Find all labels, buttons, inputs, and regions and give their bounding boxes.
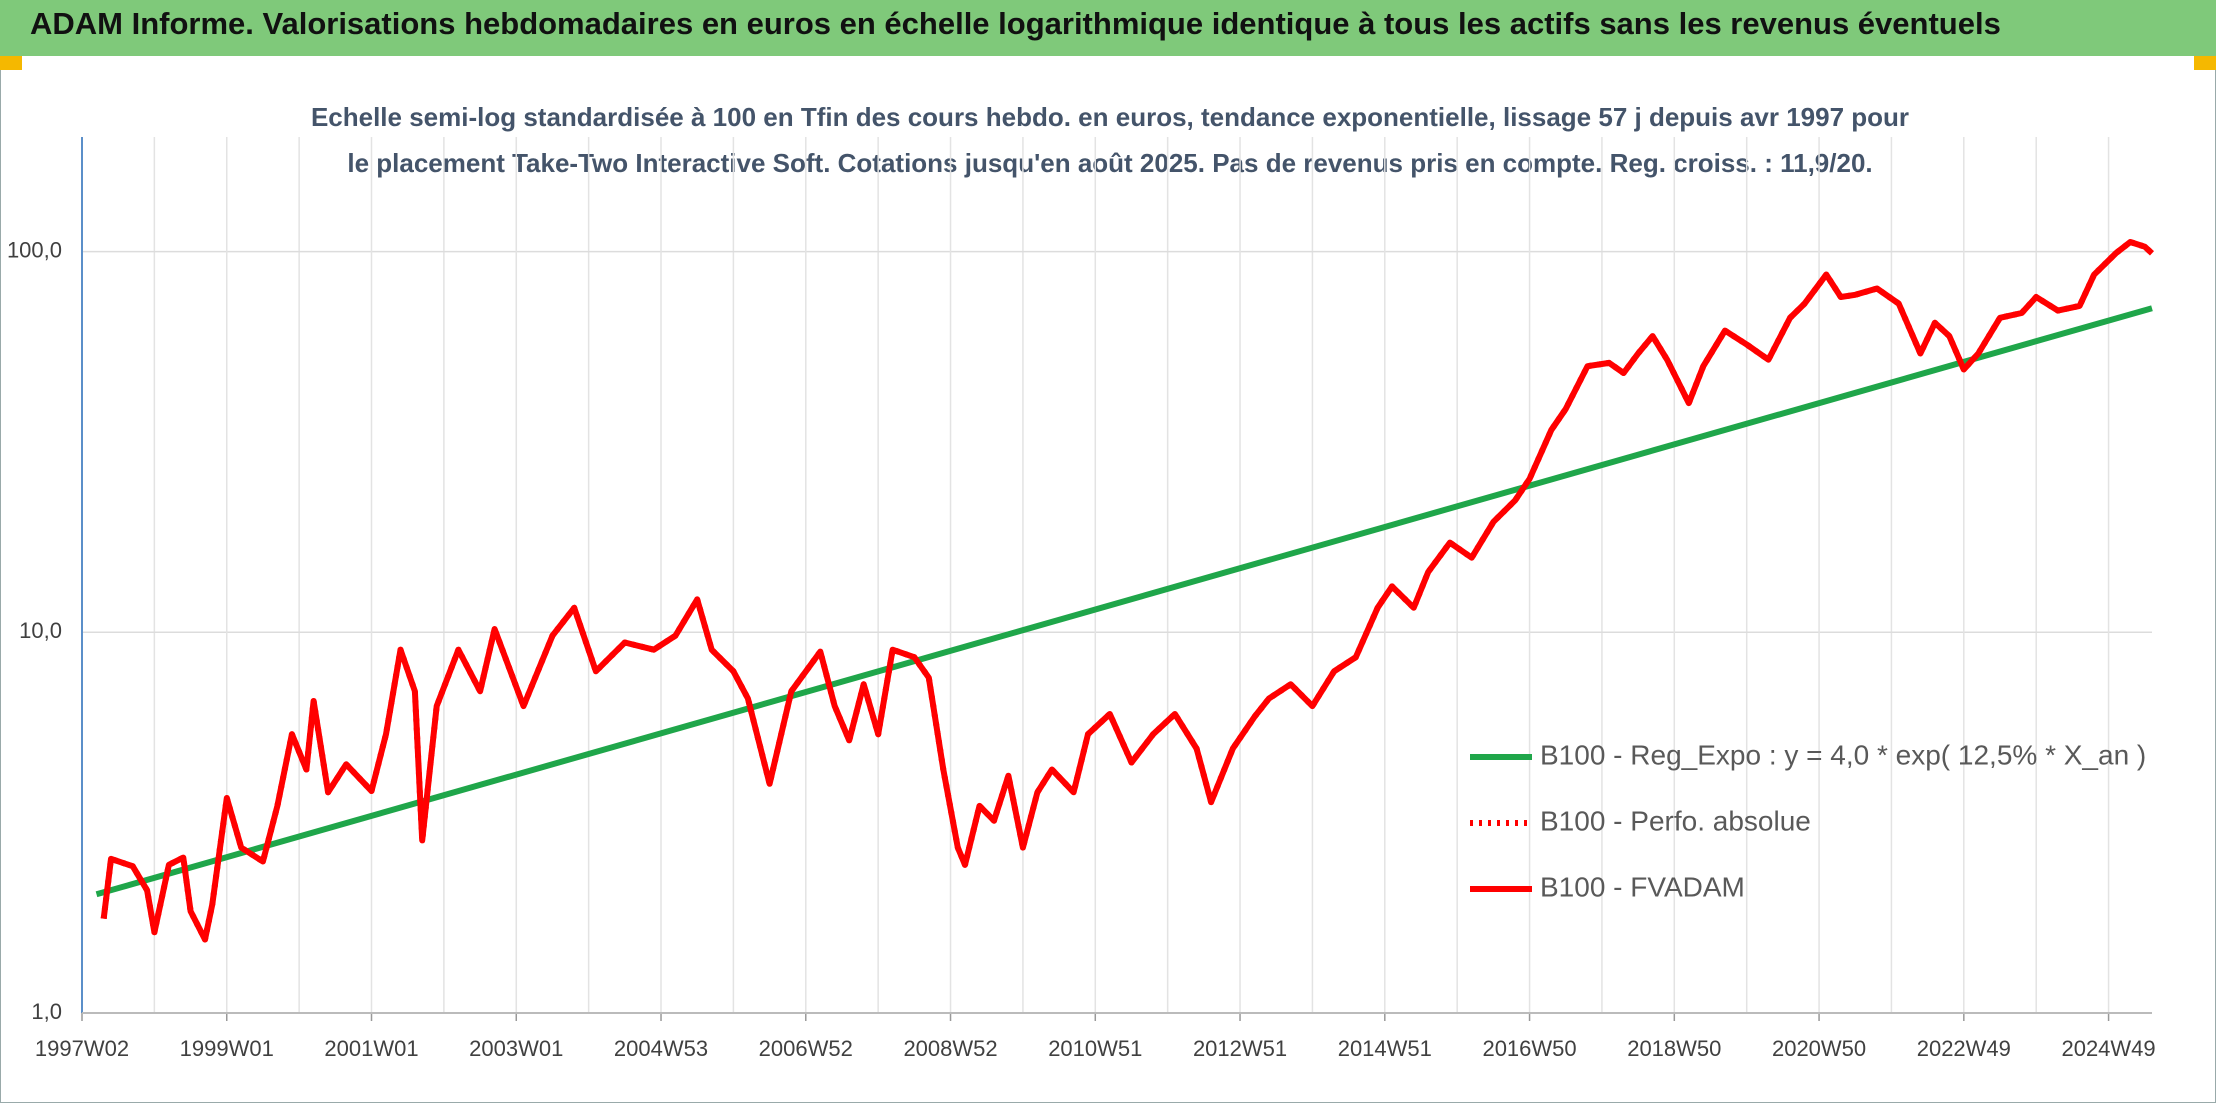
series-line bbox=[100, 239, 2155, 943]
x-tick-label: 2024W49 bbox=[2061, 1036, 2155, 1061]
x-tick-label: 1997W02 bbox=[35, 1036, 129, 1061]
x-tick-label: 2004W53 bbox=[614, 1036, 708, 1061]
corner bbox=[2194, 56, 2216, 70]
y-tick-label: 100,0 bbox=[7, 237, 62, 262]
title-bar bbox=[0, 0, 2216, 56]
x-tick-label: 2020W50 bbox=[1772, 1036, 1866, 1061]
x-tick-label: 2001W01 bbox=[324, 1036, 418, 1061]
x-tick-label: 2003W01 bbox=[469, 1036, 563, 1061]
chart-subtitle: Echelle semi-log standardisée à 100 en T… bbox=[310, 102, 1910, 178]
series-line bbox=[95, 305, 2153, 898]
legend-label: B100 - Perfo. absolue bbox=[1540, 805, 1811, 836]
legend-label: B100 - FVADAM bbox=[1540, 871, 1745, 902]
x-tick-label: 2022W49 bbox=[1917, 1036, 2011, 1061]
y-tick-label: 1,0 bbox=[31, 999, 62, 1024]
legend-label: B100 - Reg_Expo : y = 4,0 * exp( 12,5% *… bbox=[1540, 739, 2146, 770]
x-tick-label: 2008W52 bbox=[903, 1036, 997, 1061]
x-tick-label: 2010W51 bbox=[1048, 1036, 1142, 1061]
chart-title: ADAM Informe. Valorisations hebdomadaire… bbox=[30, 6, 2001, 41]
y-tick-label: 10,0 bbox=[19, 618, 62, 643]
x-tick-label: 2014W51 bbox=[1338, 1036, 1432, 1061]
corner bbox=[0, 56, 22, 70]
x-tick-label: 1999W01 bbox=[180, 1036, 274, 1061]
x-tick-label: 2012W51 bbox=[1193, 1036, 1287, 1061]
x-tick-label: 2018W50 bbox=[1627, 1036, 1721, 1061]
x-tick-label: 2006W52 bbox=[759, 1036, 853, 1061]
series-line bbox=[100, 239, 2155, 943]
x-tick-label: 2016W50 bbox=[1482, 1036, 1576, 1061]
